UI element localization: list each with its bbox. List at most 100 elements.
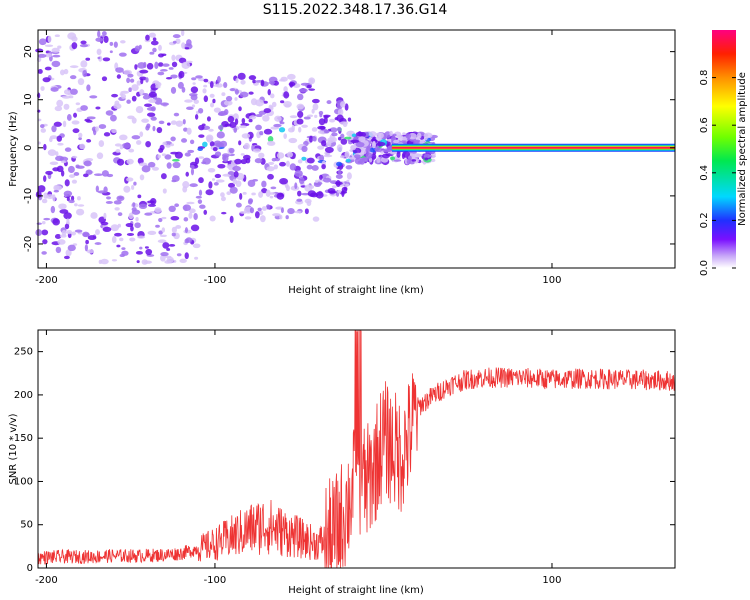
spectrogram-blob [148,32,156,38]
spectrogram-blob [270,186,277,190]
spectrogram-blob [125,222,134,228]
spectrogram-blob [208,128,214,132]
spectrogram-blob [126,158,134,165]
spectrogram-blob [203,78,209,83]
spectrogram-blob [235,180,242,188]
spectrogram-blob [160,252,169,257]
spectrogram-blob [288,137,298,144]
spectrogram-blob [174,203,180,208]
spectrogram-blob [103,132,111,137]
spectrogram-blob [96,48,102,56]
spectrogram-blob [297,159,303,164]
spectrogram-blob [95,126,99,132]
spectrogram-blob [205,134,214,142]
spectrogram-blob [391,133,397,137]
spectrogram-blob [131,209,141,215]
spectrogram-blob [402,132,406,136]
spectrogram-blob [350,139,360,143]
spectrogram-blob [241,117,246,124]
spectrogram-blob [257,207,262,212]
spectrogram-blob [116,244,121,248]
spectrogram-blob [161,227,166,233]
spectrogram-blob [129,237,136,242]
spectrogram-blob [105,200,113,204]
spectrogram-blob [50,205,56,214]
colorbar-tick-label: 0.8 [699,70,710,86]
spectrogram-blob [202,88,207,94]
spectrogram-blob [52,218,60,226]
spectrogram-blob [308,88,316,91]
spectrogram-blob [191,104,196,108]
spectrogram-blob [103,35,109,44]
spectrogram-blob [254,211,260,219]
spectrogram-blob [368,131,377,137]
spectrogram-blob [144,103,153,107]
spectrogram-blob [68,199,75,204]
spectrogram-blob [254,158,263,164]
spectrogram-blob [178,70,185,79]
spectrogram-blob [336,126,342,132]
spectrogram-blob [346,179,350,183]
spectrogram-blob [101,170,109,177]
spectrogram-blob [95,185,99,193]
spectrogram-blob [35,191,42,198]
spectrogram-blob [172,40,177,44]
spectrogram-blob [374,147,383,153]
spectrogram-blob [71,42,78,50]
spectrogram-blob [72,128,80,134]
spectrogram-blob [116,74,122,79]
spectrogram-blob [102,57,111,62]
colorbar-tick-label: 0.2 [699,212,710,228]
snr-y-tick-label: 250 [14,347,33,358]
spectrogram-blob [155,224,160,228]
spectrogram-blob [101,76,108,82]
spectrogram-blob [37,185,46,193]
spectrogram-blob [75,164,80,169]
spectrogram-blob [188,212,193,219]
spectrogram-blob [83,173,89,178]
spectrogram-blob [279,214,283,220]
spectrogram-blob [165,144,171,148]
spectrogram-blob [368,157,373,163]
spectrogram-blob [291,124,295,132]
spectrogram-blob [37,53,47,58]
spectrogram-blob [142,93,149,96]
spectrogram-blob [41,251,47,255]
spectrogram-blob [59,209,69,214]
spectrogram-blob [42,77,51,83]
spectrogram-blob [170,215,180,221]
spectrogram-blob [235,202,242,208]
spectrogram-blob [266,166,275,172]
spectrogram-blob [170,74,178,79]
spectrogram-blob [262,114,270,122]
spectrogram-blob [297,110,304,118]
top-y-tick-label: 20 [23,45,34,58]
spectrogram-blob [41,220,46,225]
spectrogram-blob [139,131,144,137]
spectrogram-blob [313,182,322,188]
spectrogram-blob [294,170,303,177]
spectrogram-blob [192,82,196,85]
spectrogram-blob [289,163,297,171]
spectrogram-blob [298,177,305,185]
spectrogram-blob [119,237,124,242]
spectrogram-blob [182,181,190,189]
spectrogram-blob [109,41,114,46]
spectrogram-blob [63,68,69,75]
spectrogram-blob [227,115,235,123]
spectrogram-blob [148,91,157,98]
spectrogram-blob [269,93,275,99]
spectrogram-blob [68,174,76,178]
spectrogram-blob [127,73,134,78]
spectrogram-blob [172,161,181,169]
spectrogram-blob [80,60,88,68]
spectrogram-blob [159,234,167,238]
spectrogram-blob [70,88,78,95]
spectrogram-blob [66,114,72,121]
spectrogram-blob [279,121,285,125]
spectrogram-blob [150,116,157,121]
spectrogram-blob [216,131,225,139]
spectrogram-blob [152,37,157,42]
spectrogram-blob [168,244,176,247]
